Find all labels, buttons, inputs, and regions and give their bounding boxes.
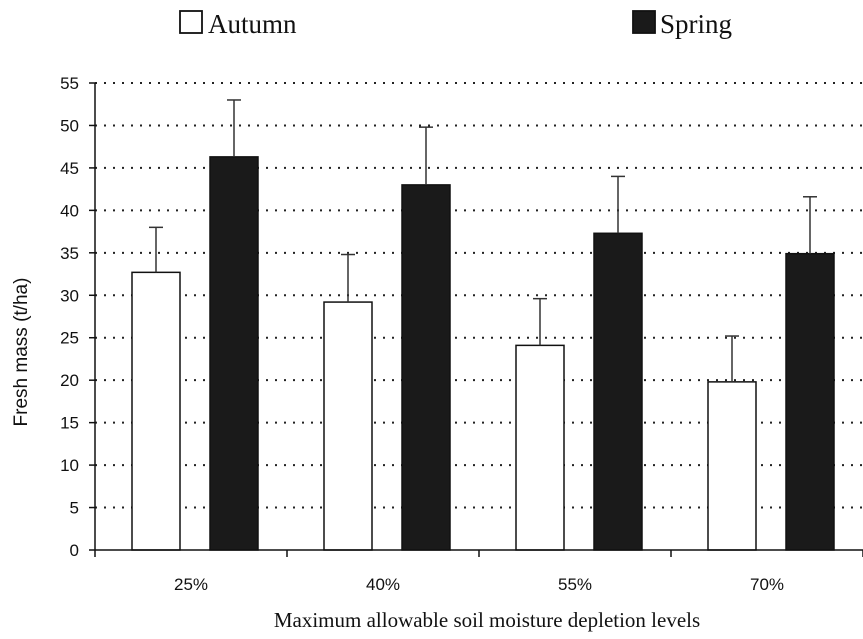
x-tick-label: 70% [750, 575, 784, 594]
y-axis: 0 5 10 15 20 25 30 35 40 45 50 55 [60, 74, 96, 560]
bar-autumn [323, 301, 373, 551]
y-tick-label: 35 [60, 244, 79, 263]
y-tick-label: 15 [60, 414, 79, 433]
y-tick-label: 10 [60, 456, 79, 475]
y-tick-label: 55 [60, 74, 79, 93]
y-tick-label: 5 [70, 499, 79, 518]
legend-swatch-spring [632, 10, 656, 34]
y-tick-label: 45 [60, 159, 79, 178]
y-tick-label: 25 [60, 329, 79, 348]
y-tick-label: 30 [60, 286, 79, 305]
y-tick-label: 50 [60, 116, 79, 135]
bar-autumn [515, 344, 565, 551]
y-tick-label: 40 [60, 201, 79, 220]
bar-spring [785, 252, 835, 551]
y-axis-title: Fresh mass (t/ha) [11, 278, 32, 427]
bar-spring [209, 156, 259, 551]
x-axis: 25% 40% 55% 70% [94, 549, 863, 594]
bar-autumn [707, 381, 757, 551]
bar-spring [593, 232, 643, 551]
legend-label-spring: Spring [660, 9, 732, 39]
bar-spring [401, 184, 451, 551]
legend-swatch-autumn [179, 10, 203, 34]
y-tick-label: 0 [70, 541, 79, 560]
bar-autumn [131, 271, 181, 551]
x-tick-label: 25% [174, 575, 208, 594]
legend-label-autumn: Autumn [208, 9, 297, 39]
x-tick-label: 55% [558, 575, 592, 594]
bars [131, 99, 835, 551]
x-axis-title: Maximum allowable soil moisture depletio… [274, 608, 700, 632]
x-tick-label: 40% [366, 575, 400, 594]
legend: Autumn Spring [179, 9, 732, 39]
y-tick-label: 20 [60, 371, 79, 390]
